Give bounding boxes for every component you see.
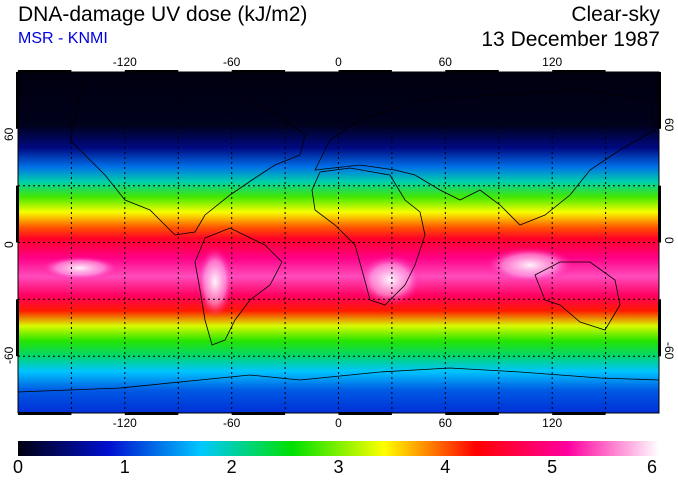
- frame-top-segments: [18, 70, 606, 73]
- map-frame: [16, 70, 661, 415]
- lat-tick-right: -60: [662, 342, 676, 360]
- colorbar-label: 4: [440, 457, 451, 477]
- uv-hotspots: [40, 246, 575, 318]
- hotspot-andes: [197, 246, 233, 318]
- lon-tick-bottom: -60: [223, 416, 241, 430]
- lat-tick-left: 60: [2, 127, 16, 141]
- lon-tick-bottom: 120: [542, 416, 563, 430]
- coast-africa: [311, 167, 426, 306]
- colorbar-label: 0: [12, 457, 24, 477]
- colorbar-label: 1: [119, 457, 130, 477]
- lon-tick-top: -60: [223, 55, 241, 69]
- lon-tick-bottom: 60: [438, 416, 452, 430]
- lon-tick-top: -120: [112, 55, 137, 69]
- colorbar-label: 6: [646, 457, 658, 477]
- frame-bottom-segments: [18, 412, 606, 415]
- map-title: DNA-damage UV dose (kJ/m2): [18, 3, 308, 26]
- lon-tick-top: 0: [335, 55, 342, 69]
- lon-tick-top: 120: [542, 55, 563, 69]
- graticule: [18, 72, 659, 413]
- frame-side-segments: [16, 72, 661, 357]
- hotspot-southern-africa: [358, 254, 422, 306]
- colorbar: [18, 441, 659, 456]
- hotspot-pacific: [40, 256, 120, 280]
- lat-tick-right: 60: [662, 118, 676, 132]
- coast-north-america: [69, 72, 306, 236]
- lon-tick-bottom: -120: [112, 416, 137, 430]
- lat-tick-right: 0: [662, 237, 676, 244]
- coast-eurasia: [314, 89, 656, 226]
- colorbar-label: 3: [333, 457, 344, 477]
- coast-antarctica: [18, 367, 659, 393]
- colorbar-label: 2: [226, 457, 237, 477]
- source-label: MSR - KNMI: [18, 30, 108, 47]
- lat-tick-left: 0: [2, 241, 16, 248]
- date-label: 13 December 1987: [481, 28, 660, 51]
- lon-tick-bottom: 0: [335, 416, 342, 430]
- colorbar-label: 5: [547, 457, 558, 477]
- lon-tick-top: 60: [438, 55, 452, 69]
- coast-south-america: [194, 227, 283, 346]
- sky-condition-label: Clear-sky: [571, 3, 660, 26]
- lat-tick-left: -60: [2, 346, 16, 364]
